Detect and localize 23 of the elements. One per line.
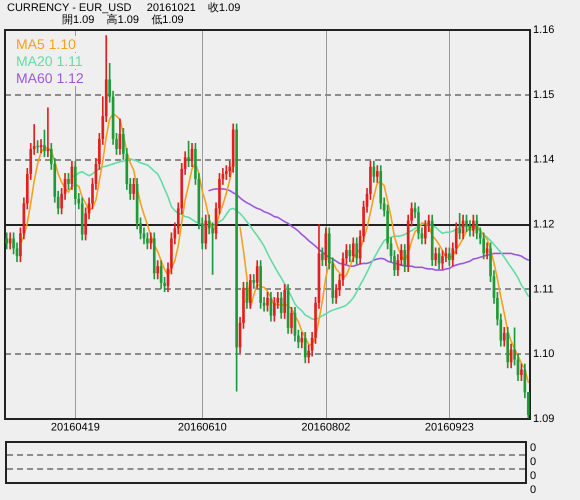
- text: MA5 1.10: [16, 36, 76, 52]
- text: 0: [530, 442, 536, 454]
- y-tick-label: 1.10: [533, 348, 554, 360]
- y-tick-label: 1.09: [533, 413, 554, 426]
- x-tick-label: 20160610: [178, 422, 227, 434]
- y-tick-label: 1.12: [533, 218, 554, 231]
- text: MA20 1.11: [16, 53, 83, 69]
- y-tick-label: 1.16: [533, 24, 554, 36]
- y-tick-label: 1.11: [533, 283, 554, 296]
- x-tick-label: 20160923: [424, 422, 474, 434]
- text: 0: [530, 456, 536, 468]
- candlestick: [40, 139, 42, 154]
- text: 0: [530, 470, 536, 482]
- x-tick-label: 20160802: [301, 422, 350, 434]
- text: 0: [530, 484, 536, 496]
- candlestick: [43, 130, 46, 158]
- chart-subtitle: 開1.09 高1.09 低1.09: [62, 14, 184, 27]
- x-tick-label: 20160419: [50, 422, 100, 434]
- y-tick-label: 1.14: [533, 154, 554, 166]
- candlestick: [187, 140, 190, 168]
- text: MA60 1.12: [16, 70, 84, 86]
- y-tick-label: 1.15: [533, 88, 554, 101]
- chart-title: CURRENCY - EUR_USD 20161021 收1.09: [7, 1, 240, 14]
